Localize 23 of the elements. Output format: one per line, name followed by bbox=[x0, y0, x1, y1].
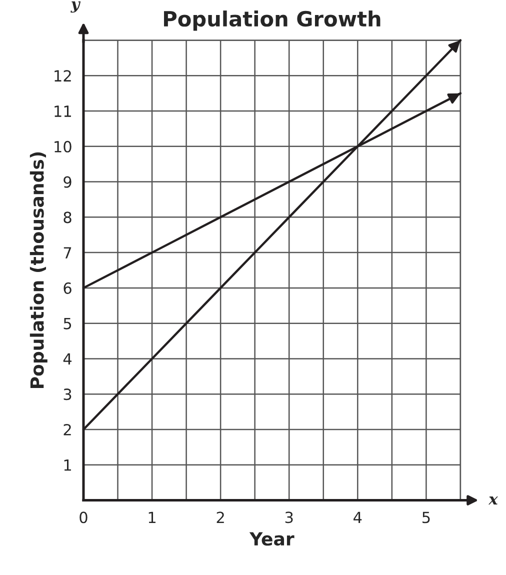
y-tick-label: 11 bbox=[54, 106, 71, 117]
y-tick-label: 7 bbox=[64, 247, 72, 258]
y-tick-label: 2 bbox=[64, 424, 71, 436]
x-tick-label: 1 bbox=[148, 512, 156, 523]
y-tick-label: 9 bbox=[64, 176, 72, 188]
x-tick-label: 4 bbox=[354, 512, 362, 523]
y-tick-label: 10 bbox=[54, 140, 72, 152]
text: x bbox=[488, 496, 498, 504]
y-tick-label: 6 bbox=[64, 282, 72, 294]
chart-title: Population Growth bbox=[164, 10, 380, 31]
y-tick-label: 12 bbox=[54, 70, 71, 82]
y-tick-label: 3 bbox=[64, 388, 72, 400]
x-tick-label: 0 bbox=[80, 512, 88, 524]
y-tick-label: 4 bbox=[63, 353, 72, 365]
x-tick-label: 3 bbox=[285, 512, 293, 524]
y-tick-label: 8 bbox=[64, 212, 72, 224]
y-axis-title: Population (thousands) bbox=[30, 152, 48, 388]
x-tick-label: 2 bbox=[216, 512, 224, 523]
y-tick-label: 1 bbox=[64, 460, 71, 471]
text: y bbox=[70, 1, 81, 13]
x-tick-label: 5 bbox=[422, 512, 430, 524]
y-tick-label: 5 bbox=[64, 318, 72, 330]
x-axis-title: Year bbox=[249, 532, 294, 546]
